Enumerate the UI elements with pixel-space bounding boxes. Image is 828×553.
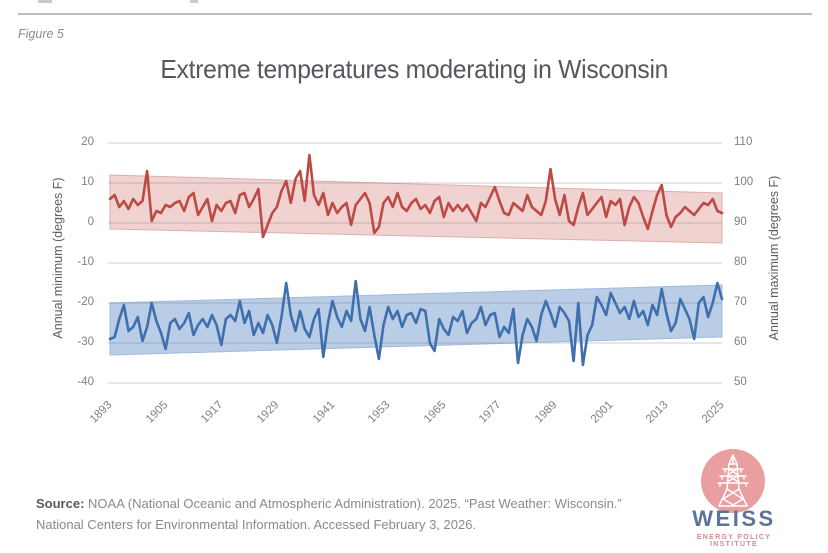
top-divider bbox=[18, 13, 812, 15]
left-axis-title: Annual minimum (degrees F) bbox=[51, 177, 65, 339]
logo-circle bbox=[701, 449, 765, 513]
logo-tagline: ENERGY POLICY INSTITUTE bbox=[696, 534, 772, 548]
source-text: NOAA (National Oceanic and Atmospheric A… bbox=[36, 496, 622, 532]
source-note: Source: NOAA (National Oceanic and Atmos… bbox=[36, 494, 644, 535]
source-label: Source: bbox=[36, 496, 85, 511]
right-axis-title: Annual maximum (degrees F) bbox=[767, 175, 781, 341]
logo-wordmark: WEISS bbox=[692, 506, 776, 531]
cropped-text-remnant bbox=[38, 0, 52, 3]
weiss-logo: WEISS ENERGY POLICY INSTITUTE bbox=[672, 445, 812, 550]
figure-label: Figure 5 bbox=[18, 27, 64, 41]
cropped-text-remnant bbox=[190, 0, 198, 3]
transmission-tower-icon bbox=[717, 454, 749, 507]
chart-title: Extreme temperatures moderating in Wisco… bbox=[160, 54, 668, 84]
